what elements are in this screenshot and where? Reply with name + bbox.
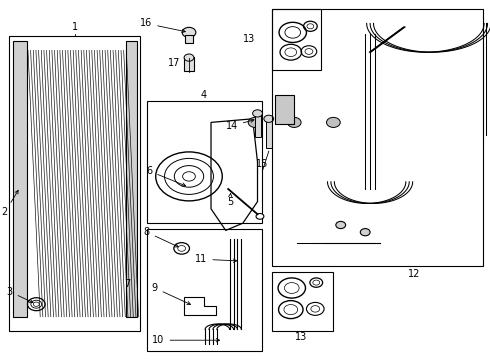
- Bar: [9, 36, 140, 331]
- Text: 5: 5: [227, 193, 233, 207]
- Text: 11: 11: [195, 254, 237, 264]
- Bar: [272, 9, 321, 70]
- Bar: [255, 115, 261, 137]
- Bar: [272, 9, 483, 266]
- Bar: [267, 121, 272, 148]
- Circle shape: [326, 117, 340, 127]
- Text: 2: 2: [1, 190, 18, 217]
- Text: 13: 13: [243, 34, 255, 44]
- Text: 8: 8: [144, 227, 178, 247]
- Circle shape: [256, 213, 264, 219]
- Circle shape: [184, 54, 194, 61]
- Bar: [274, 95, 294, 124]
- Bar: [147, 101, 263, 223]
- Circle shape: [248, 117, 262, 127]
- Text: 7: 7: [124, 279, 130, 289]
- Circle shape: [253, 110, 263, 117]
- Bar: [184, 57, 194, 71]
- Text: 4: 4: [200, 90, 207, 100]
- Circle shape: [264, 115, 273, 122]
- Text: 3: 3: [7, 287, 33, 303]
- Text: 17: 17: [168, 58, 180, 68]
- Bar: [147, 229, 263, 351]
- Text: 14: 14: [226, 119, 254, 131]
- Text: 16: 16: [140, 18, 185, 33]
- Text: 13: 13: [295, 332, 308, 342]
- Bar: [185, 35, 193, 43]
- Text: 9: 9: [152, 283, 191, 305]
- Circle shape: [287, 117, 301, 127]
- Circle shape: [182, 27, 196, 37]
- Text: 15: 15: [256, 159, 269, 169]
- Bar: [126, 41, 137, 317]
- Text: 10: 10: [152, 335, 220, 345]
- Text: 1: 1: [72, 22, 78, 32]
- Bar: [13, 41, 27, 317]
- Bar: [272, 272, 333, 331]
- Text: 6: 6: [146, 166, 186, 186]
- Circle shape: [360, 229, 370, 236]
- Text: 12: 12: [408, 269, 420, 279]
- Circle shape: [336, 221, 345, 229]
